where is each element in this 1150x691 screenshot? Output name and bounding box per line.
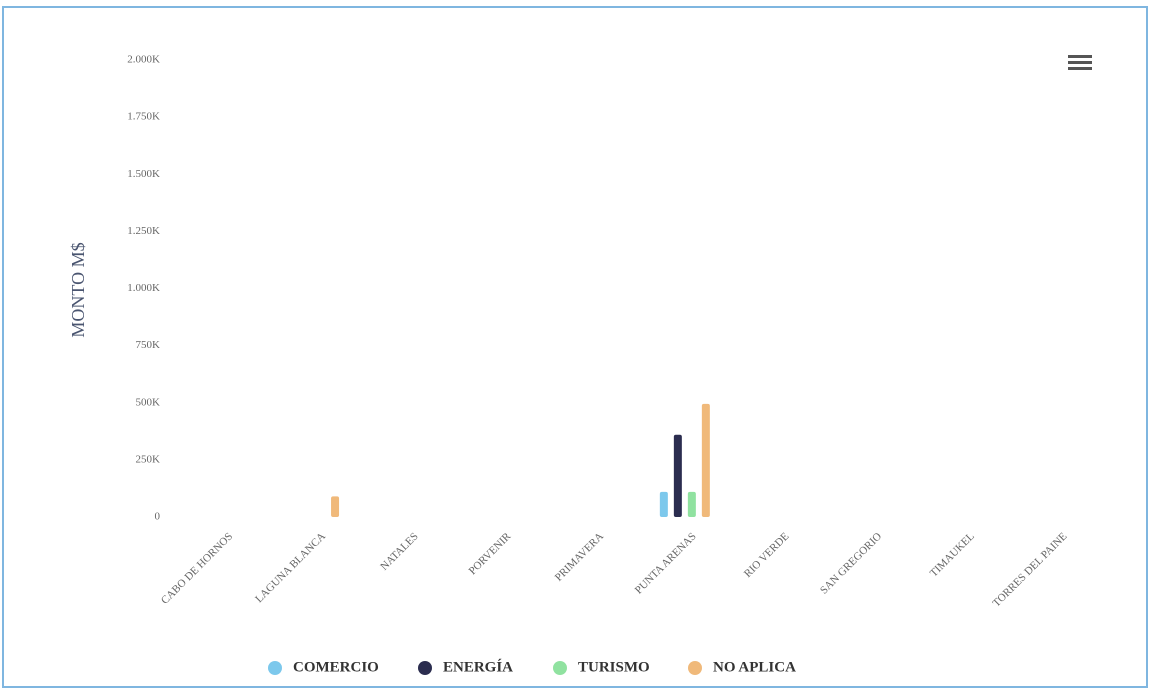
legend-marker: [553, 661, 567, 675]
legend-text[interactable]: TURISMO: [578, 659, 650, 675]
legend-text[interactable]: COMERCIO: [293, 659, 379, 675]
menu-line: [1068, 55, 1092, 58]
bar: [659, 491, 668, 517]
menu-line: [1068, 61, 1092, 64]
legend-text[interactable]: ENERGÍA: [443, 658, 513, 675]
legend-marker: [268, 661, 282, 675]
y-tick-label: 250K: [136, 453, 161, 465]
legend-marker: [688, 661, 702, 675]
y-tick-label: 1.250K: [127, 225, 160, 237]
legend-marker: [418, 661, 432, 675]
bar: [673, 434, 682, 517]
y-tick-label: 1.500K: [127, 168, 160, 180]
y-tick-label: 1.750K: [127, 111, 160, 123]
legend-text[interactable]: NO APLICA: [713, 659, 796, 675]
y-axis-title: MONTO M$: [68, 242, 88, 337]
y-tick-label: 2.000K: [127, 54, 160, 66]
y-tick-label: 750K: [136, 339, 161, 351]
y-tick-label: 0: [155, 511, 161, 523]
bar: [331, 496, 340, 517]
y-tick-label: 500K: [136, 396, 161, 408]
bar: [701, 403, 710, 517]
chart-frame: [2, 6, 1148, 688]
menu-line: [1068, 67, 1092, 70]
y-tick-label: 1.000K: [127, 282, 160, 294]
bar: [687, 491, 696, 517]
menu-button[interactable]: [1068, 55, 1092, 70]
